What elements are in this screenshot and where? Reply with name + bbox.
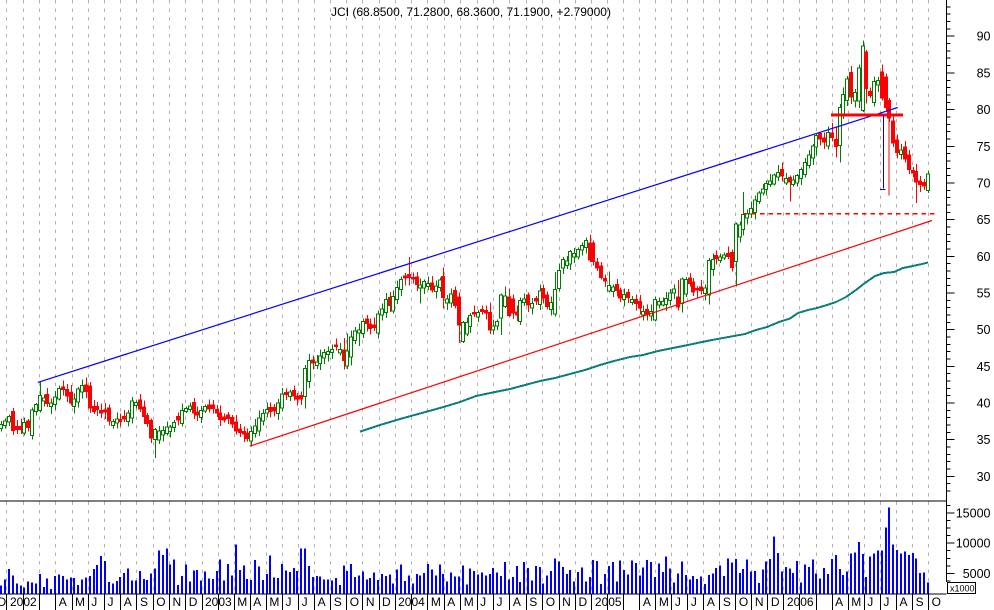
svg-text:O: O — [739, 595, 748, 609]
svg-text:M: M — [75, 595, 85, 609]
svg-text:S: S — [529, 595, 537, 609]
svg-text:A: A — [253, 595, 261, 609]
svg-text:A: A — [707, 595, 715, 609]
svg-text:S: S — [140, 595, 148, 609]
svg-text:M: M — [269, 595, 279, 609]
svg-text:J: J — [675, 595, 681, 609]
svg-text:S: S — [723, 595, 731, 609]
svg-text:O: O — [932, 595, 941, 609]
svg-text:A: A — [835, 595, 843, 609]
svg-text:A: A — [513, 595, 521, 609]
svg-text:35: 35 — [977, 433, 991, 447]
svg-text:D: D — [579, 595, 588, 609]
svg-text:N: N — [562, 595, 571, 609]
svg-text:JCI (68.8500, 71.2800, 68.3600: JCI (68.8500, 71.2800, 68.3600, 71.1900,… — [331, 5, 611, 19]
svg-text:J: J — [883, 595, 889, 609]
svg-text:J: J — [867, 595, 873, 609]
svg-text:D: D — [382, 595, 391, 609]
svg-text:J: J — [497, 595, 503, 609]
svg-text:45: 45 — [977, 360, 991, 374]
svg-text:A: A — [124, 595, 132, 609]
svg-text:S: S — [334, 595, 342, 609]
svg-text:J: J — [286, 595, 292, 609]
svg-text:M: M — [237, 595, 247, 609]
svg-text:J: J — [108, 595, 114, 609]
svg-text:90: 90 — [977, 30, 991, 44]
svg-text:M: M — [851, 595, 861, 609]
svg-text:40: 40 — [977, 397, 991, 411]
svg-text:N: N — [366, 595, 375, 609]
svg-text:J: J — [691, 595, 697, 609]
svg-text:A: A — [900, 595, 908, 609]
svg-text:D: D — [0, 595, 7, 609]
svg-text:80: 80 — [977, 103, 991, 117]
svg-text:15000: 15000 — [956, 507, 991, 521]
svg-text:N: N — [755, 595, 764, 609]
svg-text:5000: 5000 — [963, 567, 991, 581]
svg-text:J: J — [480, 595, 486, 609]
svg-text:55: 55 — [977, 287, 991, 301]
svg-text:M: M — [431, 595, 441, 609]
svg-text:50: 50 — [977, 323, 991, 337]
svg-text:O: O — [156, 595, 165, 609]
svg-text:J: J — [91, 595, 97, 609]
svg-text:60: 60 — [977, 250, 991, 264]
svg-text:J: J — [302, 595, 308, 609]
svg-text:65: 65 — [977, 213, 991, 227]
svg-text:S: S — [916, 595, 924, 609]
svg-text:M: M — [659, 595, 669, 609]
svg-text:A: A — [318, 595, 326, 609]
svg-text:D: D — [771, 595, 780, 609]
svg-text:O: O — [546, 595, 555, 609]
svg-text:30: 30 — [977, 470, 991, 484]
svg-text:A: A — [59, 595, 67, 609]
svg-text:85: 85 — [977, 66, 991, 80]
svg-text:2005: 2005 — [595, 595, 622, 609]
svg-text:2006: 2006 — [787, 595, 814, 609]
svg-text:70: 70 — [977, 177, 991, 191]
svg-text:N: N — [173, 595, 182, 609]
svg-text:D: D — [189, 595, 198, 609]
svg-text:A: A — [447, 595, 455, 609]
svg-text:M: M — [464, 595, 474, 609]
svg-text:A: A — [643, 595, 651, 609]
svg-text:x1000: x1000 — [950, 584, 975, 594]
svg-text:75: 75 — [977, 140, 991, 154]
svg-text:10000: 10000 — [956, 537, 991, 551]
svg-text:O: O — [350, 595, 359, 609]
